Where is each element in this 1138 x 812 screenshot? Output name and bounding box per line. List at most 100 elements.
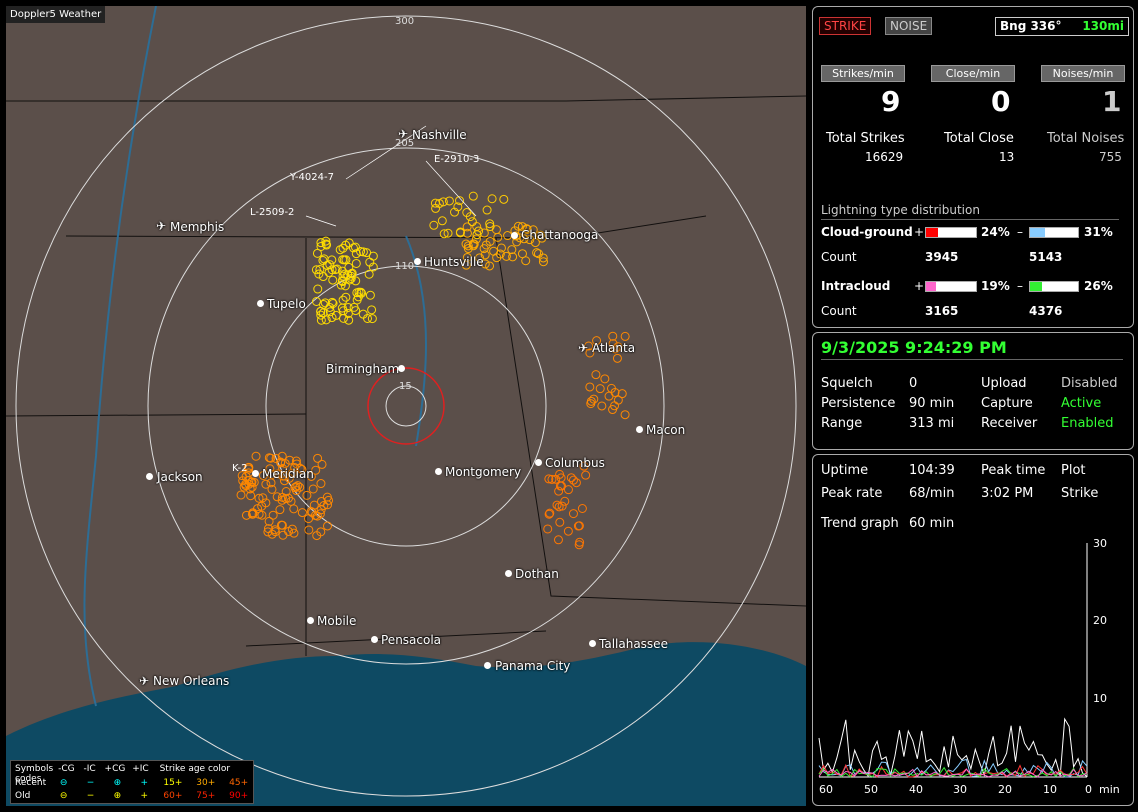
city-dot xyxy=(252,470,259,477)
rivers xyxy=(83,6,427,707)
ic-negative-count: 4376 xyxy=(1029,304,1063,318)
receiver-value[interactable]: Enabled xyxy=(1061,416,1114,431)
strike-mark xyxy=(327,265,337,275)
strike-mark xyxy=(610,387,620,397)
strike-mark xyxy=(306,471,316,481)
legend-col: -CG xyxy=(58,764,75,774)
strike-mark xyxy=(365,257,375,267)
strike-mark xyxy=(482,205,492,215)
strike-mark xyxy=(249,477,259,487)
strike-mark xyxy=(463,241,473,251)
plot-value[interactable]: Strike xyxy=(1061,486,1099,501)
strike-mark xyxy=(591,370,601,380)
minus-sign: – xyxy=(1017,225,1023,239)
peak-time-value: 3:02 PM xyxy=(981,486,1034,501)
peak-time-label: Peak time xyxy=(981,463,1046,478)
strike-mark xyxy=(297,508,307,518)
strike-mark xyxy=(538,257,548,267)
divider xyxy=(821,359,1123,360)
strike-mark xyxy=(555,517,565,527)
strike-stats-panel: STRIKE NOISE Bng 336° 130mi Strikes/min … xyxy=(812,6,1134,328)
strike-mark xyxy=(499,194,509,204)
strike-mark xyxy=(321,236,331,246)
strike-mark xyxy=(351,249,361,259)
uptime-label: Uptime xyxy=(821,463,869,478)
strike-mark xyxy=(308,484,318,494)
strike-mark xyxy=(443,228,453,238)
flight-label[interactable]: E-2910-3 xyxy=(434,154,480,165)
city-label: Mobile xyxy=(317,614,357,628)
age-code: 75+ xyxy=(196,791,216,801)
squelch-value[interactable]: 0 xyxy=(909,376,918,391)
strike-mark xyxy=(480,250,490,260)
strike-mark xyxy=(290,462,300,472)
strike-mark xyxy=(340,281,350,291)
neg-cg-symbol-icon: ⊖ xyxy=(59,791,68,801)
peak-rate-label: Peak rate xyxy=(821,486,883,501)
strike-mark xyxy=(343,308,353,318)
strike-mark xyxy=(530,238,540,248)
capture-value[interactable]: Active xyxy=(1061,396,1102,411)
x-tick: 30 xyxy=(953,783,967,796)
legend-col: +CG xyxy=(104,764,126,774)
strike-mark xyxy=(462,208,472,218)
uptime-value: 104:39 xyxy=(909,463,955,478)
strike-mark xyxy=(592,336,602,346)
strike-mark xyxy=(480,259,490,269)
total-noises-value: 755 xyxy=(1099,150,1122,164)
city-label: Dothan xyxy=(515,567,559,581)
strike-mark xyxy=(613,342,623,352)
strike-mark xyxy=(276,458,286,468)
count-label: Count xyxy=(821,250,857,264)
upload-value[interactable]: Disabled xyxy=(1061,376,1118,391)
strike-mark xyxy=(323,500,333,510)
range-label: 110 xyxy=(395,261,415,272)
strike-mark xyxy=(264,516,274,526)
ic-negative-pct: 26% xyxy=(1084,279,1113,293)
strike-mark xyxy=(487,194,497,204)
strike-mark xyxy=(351,276,361,286)
noise-button[interactable]: NOISE xyxy=(885,17,933,35)
total-strikes-value: 16629 xyxy=(865,150,904,164)
strike-mark xyxy=(581,470,591,480)
range-value[interactable]: 313 mi xyxy=(909,416,955,431)
strike-mark xyxy=(302,490,312,500)
city-dot xyxy=(589,640,596,647)
cg-negative-pct: 31% xyxy=(1084,225,1113,239)
plus-sign: + xyxy=(914,225,925,239)
flight-label[interactable]: L-2509-2 xyxy=(250,207,295,218)
flight-label[interactable]: K-2 xyxy=(232,463,248,474)
ic-negative-bar xyxy=(1029,281,1079,292)
legend-symbols-title: Symbols xyxy=(15,764,54,774)
city-label: Columbus xyxy=(545,456,605,470)
strike-mark xyxy=(358,309,368,319)
close-strike-ring xyxy=(367,367,445,445)
strike-mark xyxy=(284,473,294,483)
strike-mark xyxy=(363,313,373,323)
map-canvas xyxy=(6,6,806,806)
strike-mark xyxy=(237,471,247,481)
trend-graph-value[interactable]: 60 min xyxy=(909,516,955,531)
strike-button[interactable]: STRIKE xyxy=(819,17,872,35)
neg-ic-symbol-icon: − xyxy=(86,791,95,801)
city-dot xyxy=(257,300,264,307)
count-label: Count xyxy=(821,304,857,318)
strike-mark xyxy=(568,475,578,485)
strikes-per-min-value: 9 xyxy=(881,85,901,118)
lightning-map[interactable]: Doppler5 Weather 300 205 110 15 Y-4024-7… xyxy=(6,6,806,806)
total-close-label: Total Close xyxy=(944,131,1014,146)
strike-mark xyxy=(586,396,596,406)
city-label: New Orleans xyxy=(153,674,230,688)
strike-mark xyxy=(610,344,620,354)
strike-mark xyxy=(328,275,338,285)
age-code: 60+ xyxy=(163,791,183,801)
strike-mark xyxy=(429,220,439,230)
strike-mark xyxy=(311,465,321,475)
strike-mark xyxy=(265,464,275,474)
flight-label[interactable]: Y-4024-7 xyxy=(290,172,334,183)
strike-mark xyxy=(507,245,517,255)
city-dot xyxy=(146,473,153,480)
x-tick: 20 xyxy=(998,783,1012,796)
persistence-value[interactable]: 90 min xyxy=(909,396,955,411)
strike-mark xyxy=(335,245,345,255)
